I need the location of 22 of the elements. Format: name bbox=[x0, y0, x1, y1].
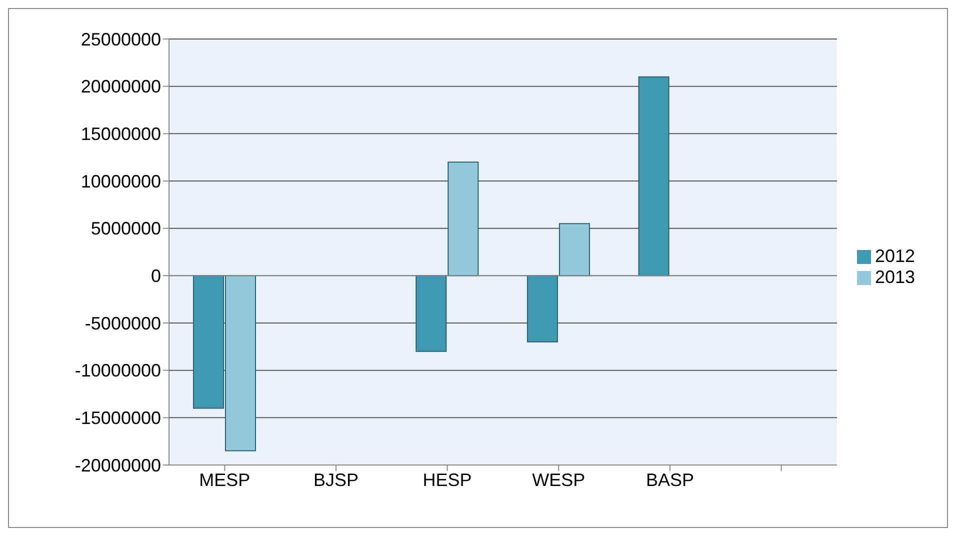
y-tick-label: 0 bbox=[150, 266, 161, 286]
bar bbox=[526, 275, 558, 342]
y-tick-label: 5000000 bbox=[90, 218, 161, 239]
bar bbox=[416, 275, 447, 352]
x-tick-label: BJSP bbox=[313, 470, 359, 490]
legend-label: 2013 bbox=[874, 267, 915, 287]
y-tick-label: -15000000 bbox=[74, 408, 161, 428]
x-tick-label: BASP bbox=[646, 470, 694, 490]
y-tick-label: 25000000 bbox=[80, 29, 161, 50]
y-tick-label: 15000000 bbox=[80, 124, 161, 144]
bar bbox=[638, 76, 670, 276]
x-tick-label: WESP bbox=[532, 470, 586, 490]
x-tick-label: HESP bbox=[422, 470, 472, 490]
x-tick-label: MESP bbox=[199, 470, 250, 490]
y-tick-label: -20000000 bbox=[74, 455, 161, 476]
y-tick-label: 20000000 bbox=[80, 76, 161, 97]
bar bbox=[448, 162, 479, 276]
y-tick-label: 10000000 bbox=[80, 171, 161, 192]
legend-label: 2012 bbox=[874, 246, 915, 266]
bar bbox=[558, 223, 590, 276]
y-tick-label: -5000000 bbox=[84, 313, 161, 334]
y-tick-label: -10000000 bbox=[74, 360, 161, 381]
